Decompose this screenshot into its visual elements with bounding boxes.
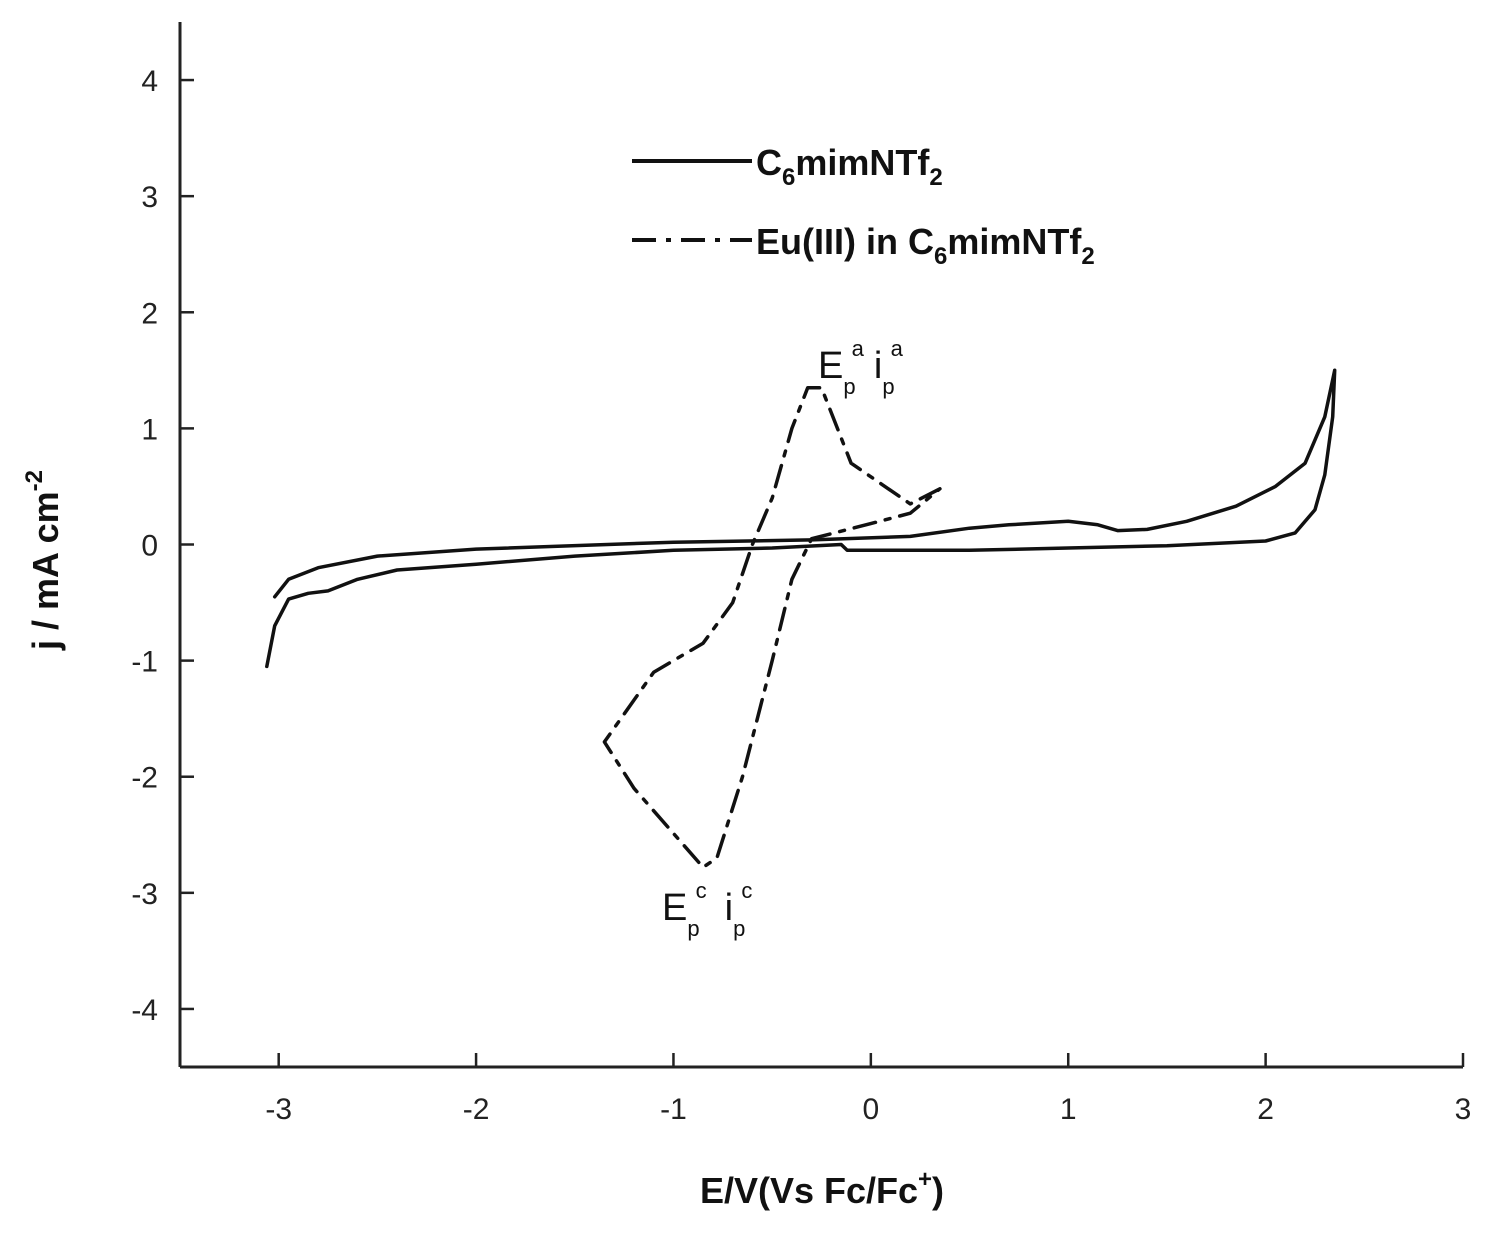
y-tick-label: 0: [141, 530, 158, 563]
series-layer: [265, 368, 1337, 870]
x-tick-label: -1: [660, 1093, 687, 1126]
y-tick-label: 1: [141, 413, 158, 446]
y-axis-ticks: -4 -3 -2 -1 0 1 2 3 4: [131, 65, 194, 1027]
legend-label-series-2: Eu(III) in C6mimNTf2: [756, 221, 1095, 270]
series-line-2: [602, 386, 942, 870]
y-tick-label: -1: [131, 646, 158, 679]
x-tick-label: 1: [1060, 1093, 1077, 1126]
x-tick-label: 2: [1257, 1093, 1274, 1126]
y-tick-label: -3: [131, 878, 158, 911]
x-tick-label: -3: [265, 1093, 292, 1126]
y-tick-label: -2: [131, 762, 158, 795]
x-tick-label: -2: [463, 1093, 490, 1126]
cathodic-peak-annotation: Epc ipc: [662, 878, 752, 941]
x-tick-label: 3: [1455, 1093, 1472, 1126]
x-axis-ticks: -3 -2 -1 0 1 2 3: [265, 1053, 1471, 1126]
y-tick-label: -4: [131, 994, 158, 1027]
y-tick-label: 4: [141, 65, 158, 98]
x-tick-label: 0: [863, 1093, 880, 1126]
legend-label-series-1: C6mimNTf2: [756, 142, 943, 191]
legend: C6mimNTf2 Eu(III) in C6mimNTf2: [632, 142, 1095, 270]
y-axis-title: j / mA cm-2: [21, 470, 66, 651]
series-line-1: [265, 368, 1337, 669]
y-tick-label: 2: [141, 297, 158, 330]
y-tick-label: 3: [141, 181, 158, 214]
x-axis-title: E/V(Vs Fc/Fc+): [700, 1166, 944, 1211]
anodic-peak-annotation: Epa ipa: [818, 336, 904, 399]
